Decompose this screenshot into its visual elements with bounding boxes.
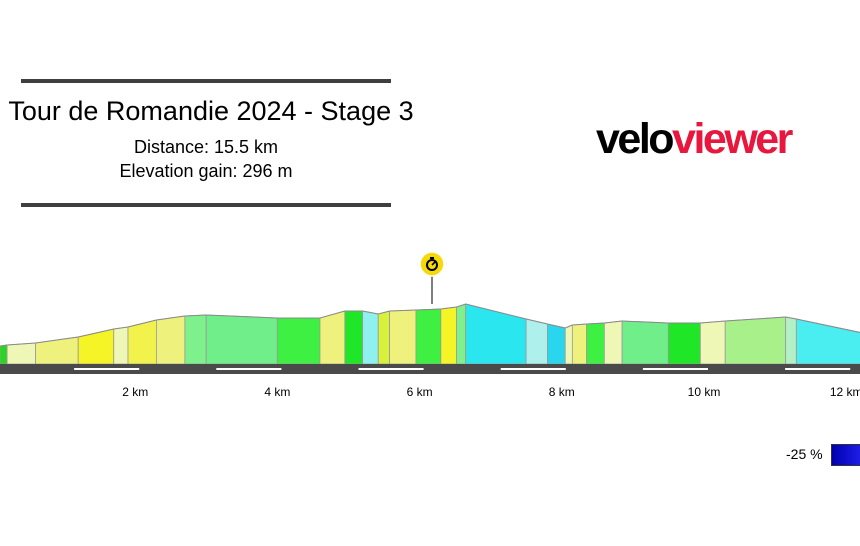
time-check-marker [419,251,445,304]
gradient-legend-label: -25 % [786,446,823,462]
header-rule-top [21,79,391,83]
distance-axis-bar [0,364,860,374]
x-tick-label: 8 km [549,385,575,399]
profile-segment-5 [113,326,129,365]
gradient-legend-swatch [831,444,860,466]
profile-segment-3 [35,336,79,365]
stage-title: Tour de Romandie 2024 - Stage 3 [8,96,414,126]
profile-segment-30 [785,316,797,365]
profile-segment-4 [77,328,115,365]
stopwatch-icon [426,257,438,271]
logo-text-viewer: viewer [672,115,793,163]
profile-segment-22 [564,324,573,365]
profile-segment-25 [603,320,623,365]
profile-segment-28 [699,320,726,365]
elevation-gain-label: Elevation gain: 296 m [119,161,293,181]
axis-stripe [500,368,566,370]
axis-stripe [358,368,424,370]
profile-segment-12 [344,310,364,365]
distance-axis-stripes [74,368,851,370]
axis-stripe [642,368,708,370]
profile-outline [0,303,860,347]
profile-segment-29 [724,316,787,365]
axis-stripe [74,368,140,370]
profile-segment-20 [525,318,548,365]
distance-label: Distance: 15.5 km [133,137,279,157]
profile-segment-13 [362,310,379,365]
x-tick-label: 6 km [407,385,433,399]
profile-segment-8 [184,314,207,365]
axis-stripe [785,368,851,370]
profile-segment-27 [667,322,701,365]
header-rule-bottom [21,203,391,207]
x-tick-label: 4 km [264,385,290,399]
profile-segment-21 [547,323,566,365]
distance-axis-ticks: 2 km 4 km 6 km 8 km 10 km 12 km [122,385,860,399]
profile-segment-14 [377,310,391,365]
profile-segment-24 [586,322,605,365]
profile-segments [0,303,860,365]
x-tick-label: 12 km [830,385,860,399]
profile-segment-6 [127,319,157,365]
profile-segment-11 [319,310,346,365]
profile-segment-7 [156,315,186,365]
profile-segment-16 [415,308,442,365]
profile-segment-17 [440,306,457,365]
profile-segment-19 [465,303,527,365]
logo-text-velo: velo [596,115,675,163]
x-tick-label: 2 km [122,385,148,399]
profile-segment-23 [571,323,587,365]
x-tick-label: 10 km [688,385,721,399]
axis-stripe [216,368,282,370]
profile-segment-9 [205,314,278,365]
profile-segment-18 [456,303,467,365]
profile-segment-2 [6,342,36,365]
profile-segment-1 [0,344,8,365]
profile-segment-10 [276,317,321,365]
profile-segment-26 [621,320,669,365]
veloviewer-logo: veloviewer [596,115,793,163]
profile-segment-15 [389,309,417,365]
